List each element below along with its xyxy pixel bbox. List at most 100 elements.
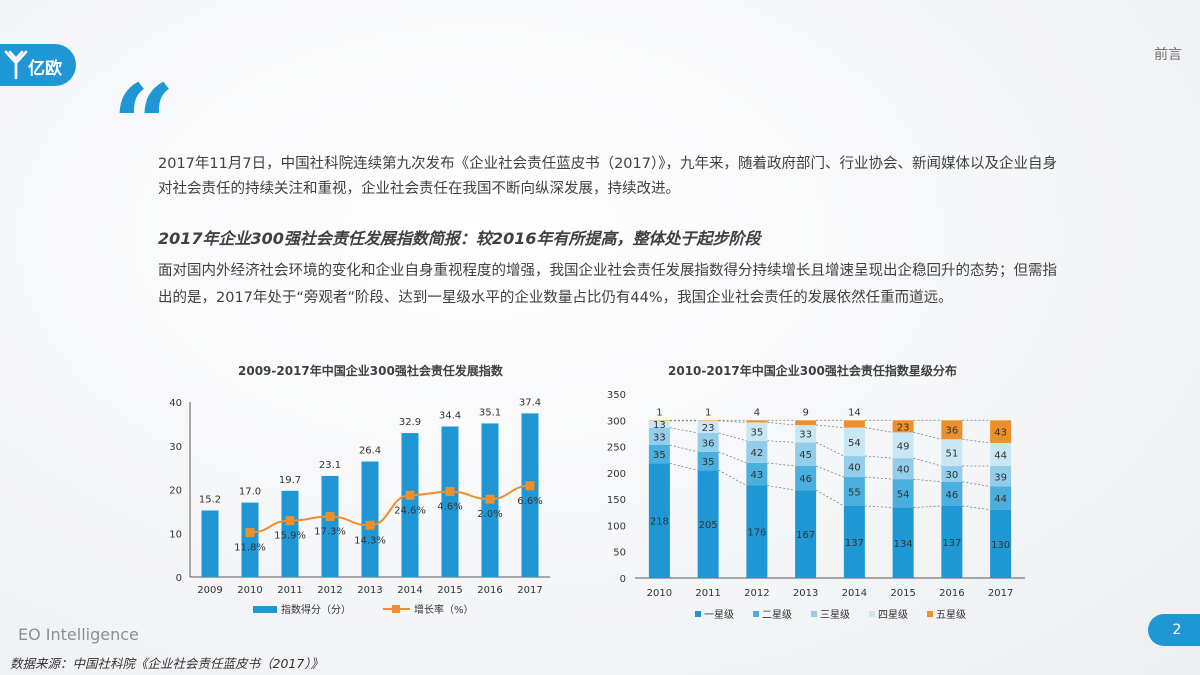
chart2-bar-segment <box>990 486 1012 510</box>
chart1-x-tick-label: 2016 <box>477 585 502 596</box>
chart2-bar-segment <box>697 470 719 578</box>
chart2-connector-line <box>864 505 893 508</box>
chart1-title: 2009-2017年中国企业300强社会责任发展指数 <box>238 364 503 378</box>
chart2-x-tick-label: 2014 <box>842 588 867 599</box>
chart2-y-tick-label: 250 <box>607 443 626 454</box>
chart1-bar <box>241 502 259 577</box>
chart1-growth-marker <box>485 494 495 504</box>
chart1-bar-label: 26.4 <box>359 446 381 457</box>
chart2-connector-line <box>669 427 698 434</box>
chart1-growth-marker <box>245 528 255 538</box>
chart1-bar-label: 17.0 <box>239 487 261 498</box>
chart2-segment-label: 30 <box>946 470 959 481</box>
chart2-x-tick-label: 2011 <box>695 588 720 599</box>
chart1-growth-label: 11.8% <box>234 543 266 554</box>
chart1-y-tick-label: 10 <box>169 529 182 540</box>
chart2-segment-label: 176 <box>747 528 766 539</box>
chart1-x-tick-label: 2009 <box>197 585 222 596</box>
chart2-bar-segment <box>697 420 719 433</box>
chart1-bar-label: 19.7 <box>279 475 301 486</box>
chart2-bar-segment <box>843 427 865 457</box>
chart1-growth-label: 17.3% <box>314 527 346 538</box>
chart2-segment-label: 9 <box>802 407 808 418</box>
section-subtitle: 2017年企业300强社会责任发展指数简报：较2016年有所提高，整体处于起步阶… <box>158 229 761 248</box>
chart1-x-tick-label: 2011 <box>277 585 302 596</box>
chart1-growth-marker <box>285 516 295 526</box>
chart2-bar-segment <box>990 442 1012 467</box>
chart2-connector-line <box>815 465 845 478</box>
chart2-bar-segment <box>990 466 1012 487</box>
chart2-connector-line <box>767 421 796 426</box>
chart2-bar-segment <box>746 485 768 578</box>
chart2-legend-label: 二星级 <box>762 609 792 621</box>
chart1-growth-marker <box>325 512 335 522</box>
chart2-title: 2010-2017年中国企业300强社会责任指数星级分布 <box>668 364 957 378</box>
chart2-bar-segment <box>941 420 963 440</box>
chart2-segment-label: 218 <box>650 517 669 528</box>
chart2-segment-label: 55 <box>848 488 861 499</box>
chart1-bar-label: 23.1 <box>319 460 341 471</box>
chart2-x-tick-label: 2010 <box>647 588 672 599</box>
chart1-growth-label: 24.6% <box>394 505 426 516</box>
chart2-bar-segment <box>892 420 914 433</box>
chart2-segment-label: 51 <box>946 449 959 460</box>
chart2-segment-label: 13 <box>653 420 666 431</box>
chart1-index-bar-line: 0 10 20 30 40 15.2 2009 17.0 2010 19.7 2011 23.1 201… <box>169 397 550 616</box>
chart2-x-tick-label: 2015 <box>890 588 915 599</box>
chart2-legend-label: 三星级 <box>820 609 850 621</box>
chart2-segment-label: 44 <box>994 450 1007 461</box>
chart2-bar-segment <box>795 442 817 467</box>
chart2-segment-label: 33 <box>653 432 666 443</box>
chart1-y-tick-label: 20 <box>169 486 182 497</box>
chart2-bar-segment <box>746 462 768 486</box>
chart2-star-distribution-stacked: 0501001502002503003502183533131201020535… <box>607 390 1025 621</box>
chart1-growth-marker <box>405 490 415 500</box>
chart1-y-tick-label: 0 <box>176 573 182 584</box>
chart2-y-tick-label: 50 <box>613 548 626 559</box>
quote-mark-icon: “ <box>112 60 176 189</box>
chart1-bar-label: 34.4 <box>439 411 461 422</box>
chart2-bar-segment <box>941 481 963 506</box>
chart2-connector-line <box>669 463 698 471</box>
chart1-x-tick-label: 2012 <box>317 585 342 596</box>
chart2-x-tick-label: 2012 <box>744 588 769 599</box>
chart1-y-tick-label: 40 <box>169 398 182 409</box>
chart2-legend-label: 五星级 <box>936 609 966 621</box>
chart2-legend-swatch <box>927 611 933 617</box>
chart2-connector-line <box>816 424 844 429</box>
chart2-bar-segment <box>697 432 719 452</box>
chart1-bar <box>321 475 339 577</box>
chart2-bar-segment <box>941 505 963 578</box>
chart1-growth-label: 2.0% <box>477 509 502 520</box>
chart2-segment-label: 205 <box>699 520 718 531</box>
chart1-bar-label: 15.2 <box>199 495 221 506</box>
chart2-segment-label: 23 <box>702 423 715 434</box>
chart2-y-tick-label: 300 <box>607 416 626 427</box>
chart1-growth-marker <box>525 481 535 491</box>
chart1-growth-label: 14.3% <box>354 535 386 546</box>
chart1-x-tick-label: 2014 <box>397 585 422 596</box>
chart2-bar-segment <box>892 458 914 480</box>
chart1-legend-bar-swatch <box>253 606 277 613</box>
chart2-bar-segment <box>648 444 670 464</box>
chart2-connector-line <box>962 438 991 444</box>
chart2-y-tick-label: 200 <box>607 469 626 480</box>
chart2-bar-segment <box>941 466 963 482</box>
chart2-connector-line <box>767 440 796 443</box>
chart2-bar-segment <box>843 420 865 428</box>
chart2-bar-segment <box>746 440 768 463</box>
body-paragraph: 面对国内外经济社会环境的变化和企业自身重视程度的增强，我国企业社会责任发展指数得… <box>158 263 1057 306</box>
chart2-segment-label: 167 <box>796 530 815 541</box>
chart2-connector-line <box>815 489 845 507</box>
chart1-growth-label: 15.9% <box>274 531 306 542</box>
chart2-connector-line <box>767 485 796 491</box>
chart2-segment-label: 39 <box>994 472 1007 483</box>
chart2-segment-label: 33 <box>799 430 812 441</box>
chart1-x-tick-label: 2017 <box>517 585 542 596</box>
chart2-segment-label: 44 <box>994 494 1007 505</box>
chart2-segment-label: 43 <box>994 428 1007 439</box>
chart2-segment-label: 54 <box>897 489 910 500</box>
chart2-connector-line <box>913 478 942 483</box>
logo: 亿欧 <box>0 44 76 86</box>
chart2-connector-line <box>962 505 991 511</box>
